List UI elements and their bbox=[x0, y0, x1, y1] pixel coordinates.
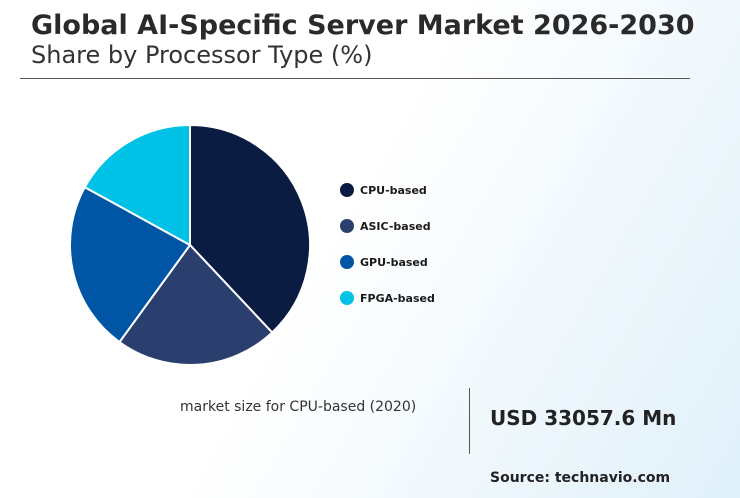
legend-item-gpu-based: GPU-based bbox=[340, 244, 435, 280]
legend-item-fpga-based: FPGA-based bbox=[340, 280, 435, 316]
pie-slice-cpu-based bbox=[189, 123, 311, 334]
kpi-separator bbox=[469, 388, 470, 454]
chart-legend: CPU-based ASIC-based GPU-based FPGA-based bbox=[340, 172, 435, 316]
chart-subtitle: Share by Processor Type (%) bbox=[31, 41, 373, 69]
legend-label-asic-based: ASIC-based bbox=[360, 219, 431, 233]
legend-item-cpu-based: CPU-based bbox=[340, 172, 435, 208]
legend-label-fpga-based: FPGA-based bbox=[360, 291, 435, 305]
legend-swatch-fpga-based bbox=[340, 291, 354, 305]
header-divider bbox=[20, 78, 690, 79]
pie-slice-asic-based bbox=[118, 243, 274, 366]
source-credit: Source: technavio.com bbox=[490, 470, 671, 486]
legend-item-asic-based: ASIC-based bbox=[340, 208, 435, 244]
pie-slice-gpu-based bbox=[69, 185, 192, 344]
legend-label-gpu-based: GPU-based bbox=[360, 255, 428, 269]
legend-swatch-gpu-based bbox=[340, 255, 354, 269]
chart-title: Global AI-Specific Server Market 2026-20… bbox=[31, 10, 695, 41]
pie-slice-fpga-based bbox=[83, 123, 191, 247]
legend-label-cpu-based: CPU-based bbox=[360, 183, 427, 197]
legend-swatch-cpu-based bbox=[340, 183, 354, 197]
kpi-value: USD 33057.6 Mn bbox=[490, 406, 677, 430]
kpi-label: market size for CPU-based (2020) bbox=[180, 399, 417, 415]
legend-swatch-asic-based bbox=[340, 219, 354, 233]
